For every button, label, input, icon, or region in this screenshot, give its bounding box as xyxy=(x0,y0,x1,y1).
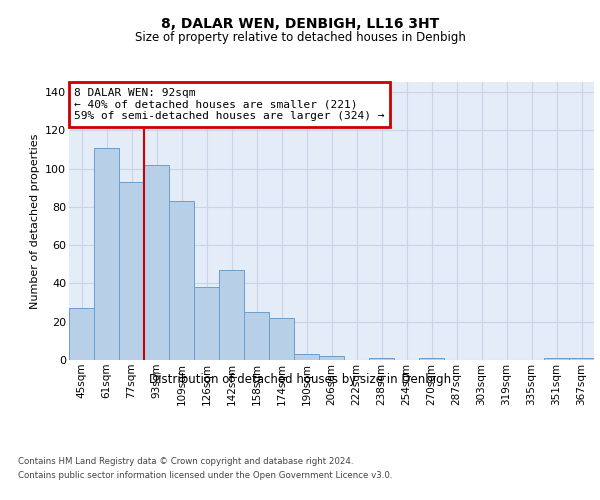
Bar xyxy=(569,358,594,360)
Bar xyxy=(194,288,219,360)
Bar xyxy=(69,308,94,360)
Bar xyxy=(244,312,269,360)
Bar xyxy=(369,358,394,360)
Bar xyxy=(94,148,119,360)
Bar xyxy=(419,358,444,360)
Bar xyxy=(544,358,569,360)
Text: 8, DALAR WEN, DENBIGH, LL16 3HT: 8, DALAR WEN, DENBIGH, LL16 3HT xyxy=(161,18,439,32)
Text: Size of property relative to detached houses in Denbigh: Size of property relative to detached ho… xyxy=(134,31,466,44)
Bar xyxy=(319,356,344,360)
Bar xyxy=(119,182,144,360)
Bar xyxy=(144,165,169,360)
Bar xyxy=(219,270,244,360)
Text: 8 DALAR WEN: 92sqm
← 40% of detached houses are smaller (221)
59% of semi-detach: 8 DALAR WEN: 92sqm ← 40% of detached hou… xyxy=(74,88,385,121)
Bar xyxy=(269,318,294,360)
Y-axis label: Number of detached properties: Number of detached properties xyxy=(29,134,40,309)
Bar xyxy=(294,354,319,360)
Text: Distribution of detached houses by size in Denbigh: Distribution of detached houses by size … xyxy=(149,372,451,386)
Text: Contains public sector information licensed under the Open Government Licence v3: Contains public sector information licen… xyxy=(18,471,392,480)
Bar xyxy=(169,201,194,360)
Text: Contains HM Land Registry data © Crown copyright and database right 2024.: Contains HM Land Registry data © Crown c… xyxy=(18,458,353,466)
